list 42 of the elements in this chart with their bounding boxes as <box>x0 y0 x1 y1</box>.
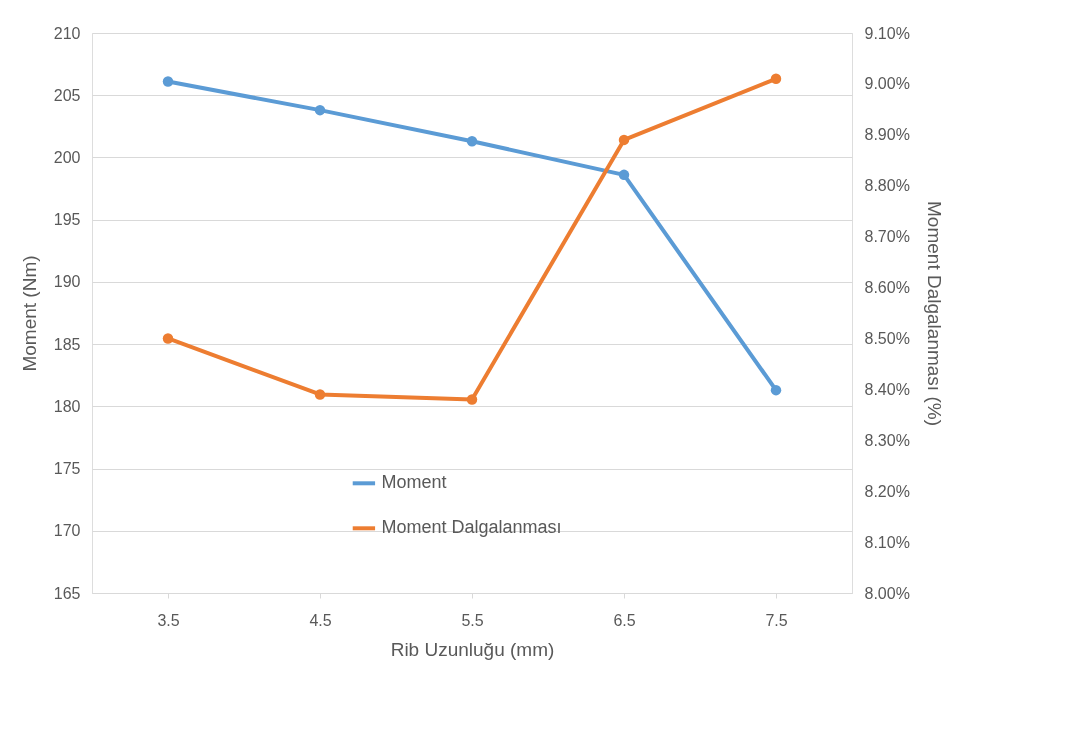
y2-tick-label: 9.00% <box>864 75 910 93</box>
y-tick-label: 210 <box>53 24 81 42</box>
x-tick-label: 5.5 <box>461 611 484 629</box>
point <box>314 389 326 400</box>
point <box>162 333 174 344</box>
y2-axis-title: Moment Dalgalanması (%) <box>923 201 945 426</box>
x-tick-label: 7.5 <box>765 611 788 629</box>
x-tick-label: 3.5 <box>157 611 180 629</box>
y-tick-label: 165 <box>53 584 81 602</box>
y-axis-title: Moment (Nm) <box>18 255 40 372</box>
y-tick-label: 180 <box>53 397 81 415</box>
y2-tick-label: 8.80% <box>864 177 910 195</box>
y-tick-label: 185 <box>53 335 81 353</box>
y2-tick-label: 8.10% <box>864 533 910 551</box>
point <box>162 76 174 87</box>
point <box>770 73 782 85</box>
point <box>314 104 326 116</box>
y2-tick-label: 8.90% <box>864 126 910 144</box>
point <box>770 384 782 396</box>
y-tick-label: 170 <box>53 522 81 540</box>
x-tick-label: 4.5 <box>309 611 332 629</box>
y-tick-label: 195 <box>53 211 81 229</box>
y-tick-label: 175 <box>53 460 81 478</box>
x-tick-label: 6.5 <box>613 611 636 629</box>
y2-tick-label: 8.00% <box>864 584 910 602</box>
y-tick-label: 205 <box>53 86 81 104</box>
point <box>618 134 630 146</box>
y-tick-label: 190 <box>53 273 81 291</box>
legend-label: Moment <box>381 472 447 493</box>
y2-tick-label: 8.30% <box>864 431 910 449</box>
point <box>466 394 478 405</box>
point <box>618 169 630 181</box>
x-axis-title: Rib Uzunluğu (mm) <box>390 638 555 660</box>
legend-label: Moment Dalgalanması <box>381 517 562 538</box>
y2-tick-label: 8.40% <box>864 380 910 398</box>
y2-tick-label: 9.10% <box>864 24 910 42</box>
y2-tick-label: 8.70% <box>864 228 910 246</box>
point <box>466 136 478 147</box>
y-tick-label: 200 <box>53 148 81 166</box>
y2-tick-label: 8.60% <box>864 279 910 297</box>
y2-tick-label: 8.20% <box>864 482 910 500</box>
y2-tick-label: 8.50% <box>864 329 910 347</box>
